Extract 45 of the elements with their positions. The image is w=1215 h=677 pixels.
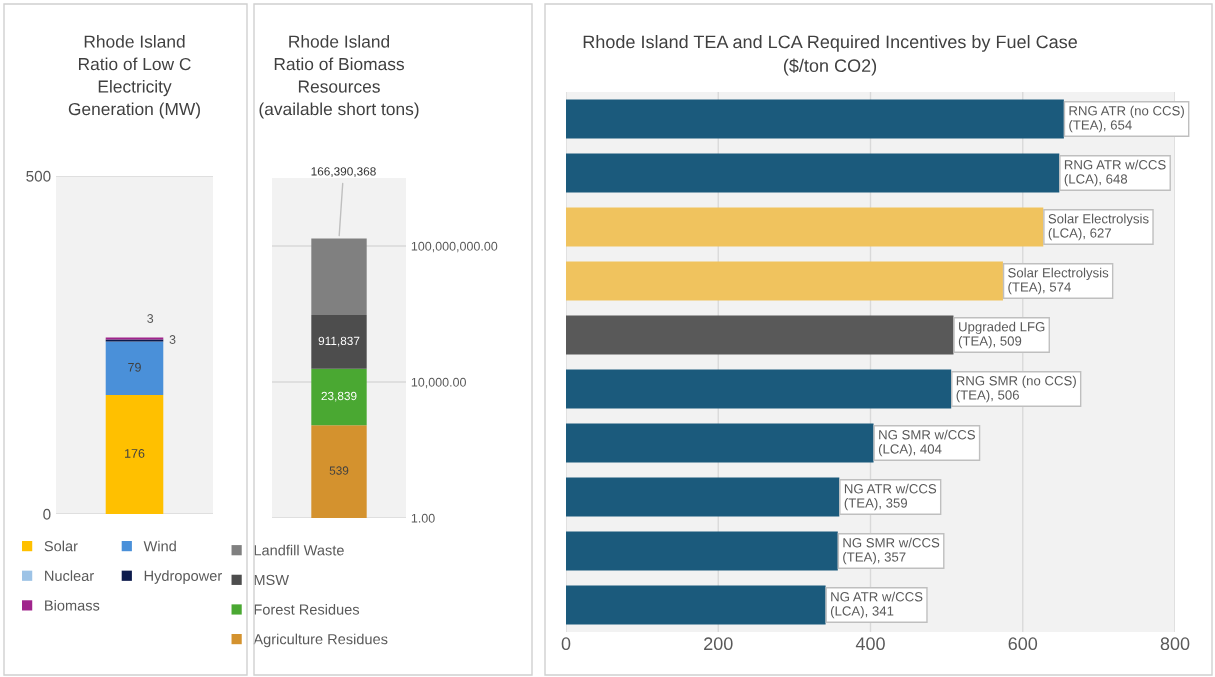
data-label: 911,837 bbox=[318, 336, 360, 347]
data-label: RNG ATR w/CCS (LCA), 648 bbox=[1064, 159, 1166, 187]
data-label: Upgraded LFG (TEA), 509 bbox=[958, 321, 1045, 349]
legend-label: Hydropower bbox=[144, 570, 222, 584]
legend-label: Solar bbox=[44, 540, 78, 552]
legend-label: Landfill Waste bbox=[254, 544, 344, 556]
legend-label: Forest Residues bbox=[254, 604, 360, 615]
x-tick-label: 800 bbox=[1160, 637, 1190, 651]
data-label: Solar Electrolysis (TEA), 574 bbox=[1008, 267, 1109, 295]
x-tick-label: 200 bbox=[704, 637, 733, 651]
data-label: 23,839 bbox=[321, 391, 357, 402]
bar bbox=[105, 341, 164, 396]
bar bbox=[105, 395, 164, 514]
bar bbox=[311, 425, 367, 518]
data-label: 166,390,368 bbox=[311, 167, 376, 177]
data-label: RNG SMR (no CCS) (TEA), 506 bbox=[956, 375, 1076, 403]
data-label: RNG ATR (no CCS) (TEA), 654 bbox=[1069, 105, 1184, 133]
bar bbox=[311, 368, 367, 426]
x-tick-label: 400 bbox=[855, 637, 885, 651]
chart-title: Rhode Island Ratio of Biomass Resources (available short tons) bbox=[259, 35, 419, 119]
data-label: NG SMR w/CCS (LCA), 404 bbox=[878, 429, 975, 457]
x-tick-label: 600 bbox=[1008, 637, 1038, 651]
legend-label: MSW bbox=[254, 574, 289, 586]
bar bbox=[311, 238, 367, 315]
data-label: NG SMR w/CCS (TEA), 357 bbox=[843, 537, 940, 565]
y-tick-label: 1.00 bbox=[411, 513, 435, 523]
data-label: 3 bbox=[147, 314, 154, 323]
data-label: 3 bbox=[169, 335, 176, 344]
x-tick-label: 0 bbox=[561, 637, 571, 651]
y-tick-label: 500 bbox=[26, 170, 51, 182]
bar bbox=[311, 314, 367, 369]
legend-label: Nuclear bbox=[45, 570, 94, 581]
legend-label: Wind bbox=[143, 540, 176, 552]
data-label: 176 bbox=[125, 449, 145, 458]
data-label: 539 bbox=[329, 466, 349, 475]
y-tick-label: 100,000,000.00 bbox=[411, 241, 498, 253]
legend-label: Biomass bbox=[45, 599, 100, 611]
data-label: NG ATR w/CCS (LCA), 341 bbox=[830, 591, 923, 619]
chart-title: Rhode Island TEA and LCA Required Incentives by Fuel Case ($/ton CO2) bbox=[583, 35, 1077, 76]
data-label: Solar Electrolysis (LCA), 627 bbox=[1048, 213, 1149, 241]
legend-label: Agriculture Residues bbox=[253, 633, 388, 648]
data-label: 79 bbox=[128, 362, 141, 372]
y-tick-label: 10,000.00 bbox=[411, 377, 466, 389]
data-label: NG ATR w/CCS (TEA), 359 bbox=[844, 483, 937, 511]
chart-title: Rhode Island Ratio of Low C Electricity Generation (MW) bbox=[68, 35, 200, 119]
